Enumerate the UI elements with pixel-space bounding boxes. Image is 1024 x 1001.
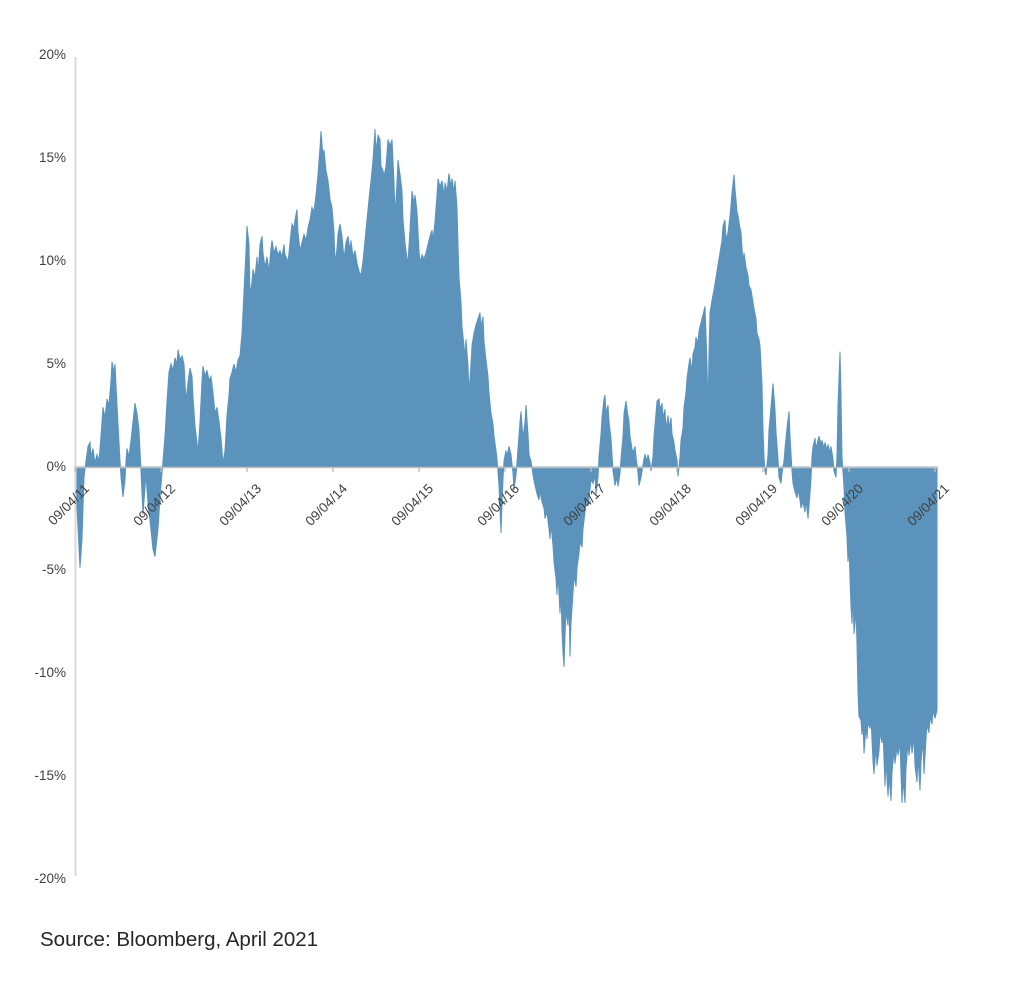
y-axis-label: -20% — [34, 871, 66, 886]
y-axis-label: -10% — [34, 665, 66, 680]
y-axis-label: -5% — [41, 562, 66, 577]
y-axis-label: 5% — [46, 356, 66, 371]
y-axis-label: -15% — [34, 768, 66, 783]
y-axis-label: 10% — [38, 253, 66, 268]
area-series — [74, 129, 938, 803]
x-axis-ticks — [74, 467, 936, 472]
y-axis-label: 20% — [38, 47, 66, 62]
y-axis-label: 0% — [46, 459, 66, 474]
source-caption: Source: Bloomberg, April 2021 — [40, 928, 319, 951]
y-axis-label: 15% — [38, 150, 66, 165]
